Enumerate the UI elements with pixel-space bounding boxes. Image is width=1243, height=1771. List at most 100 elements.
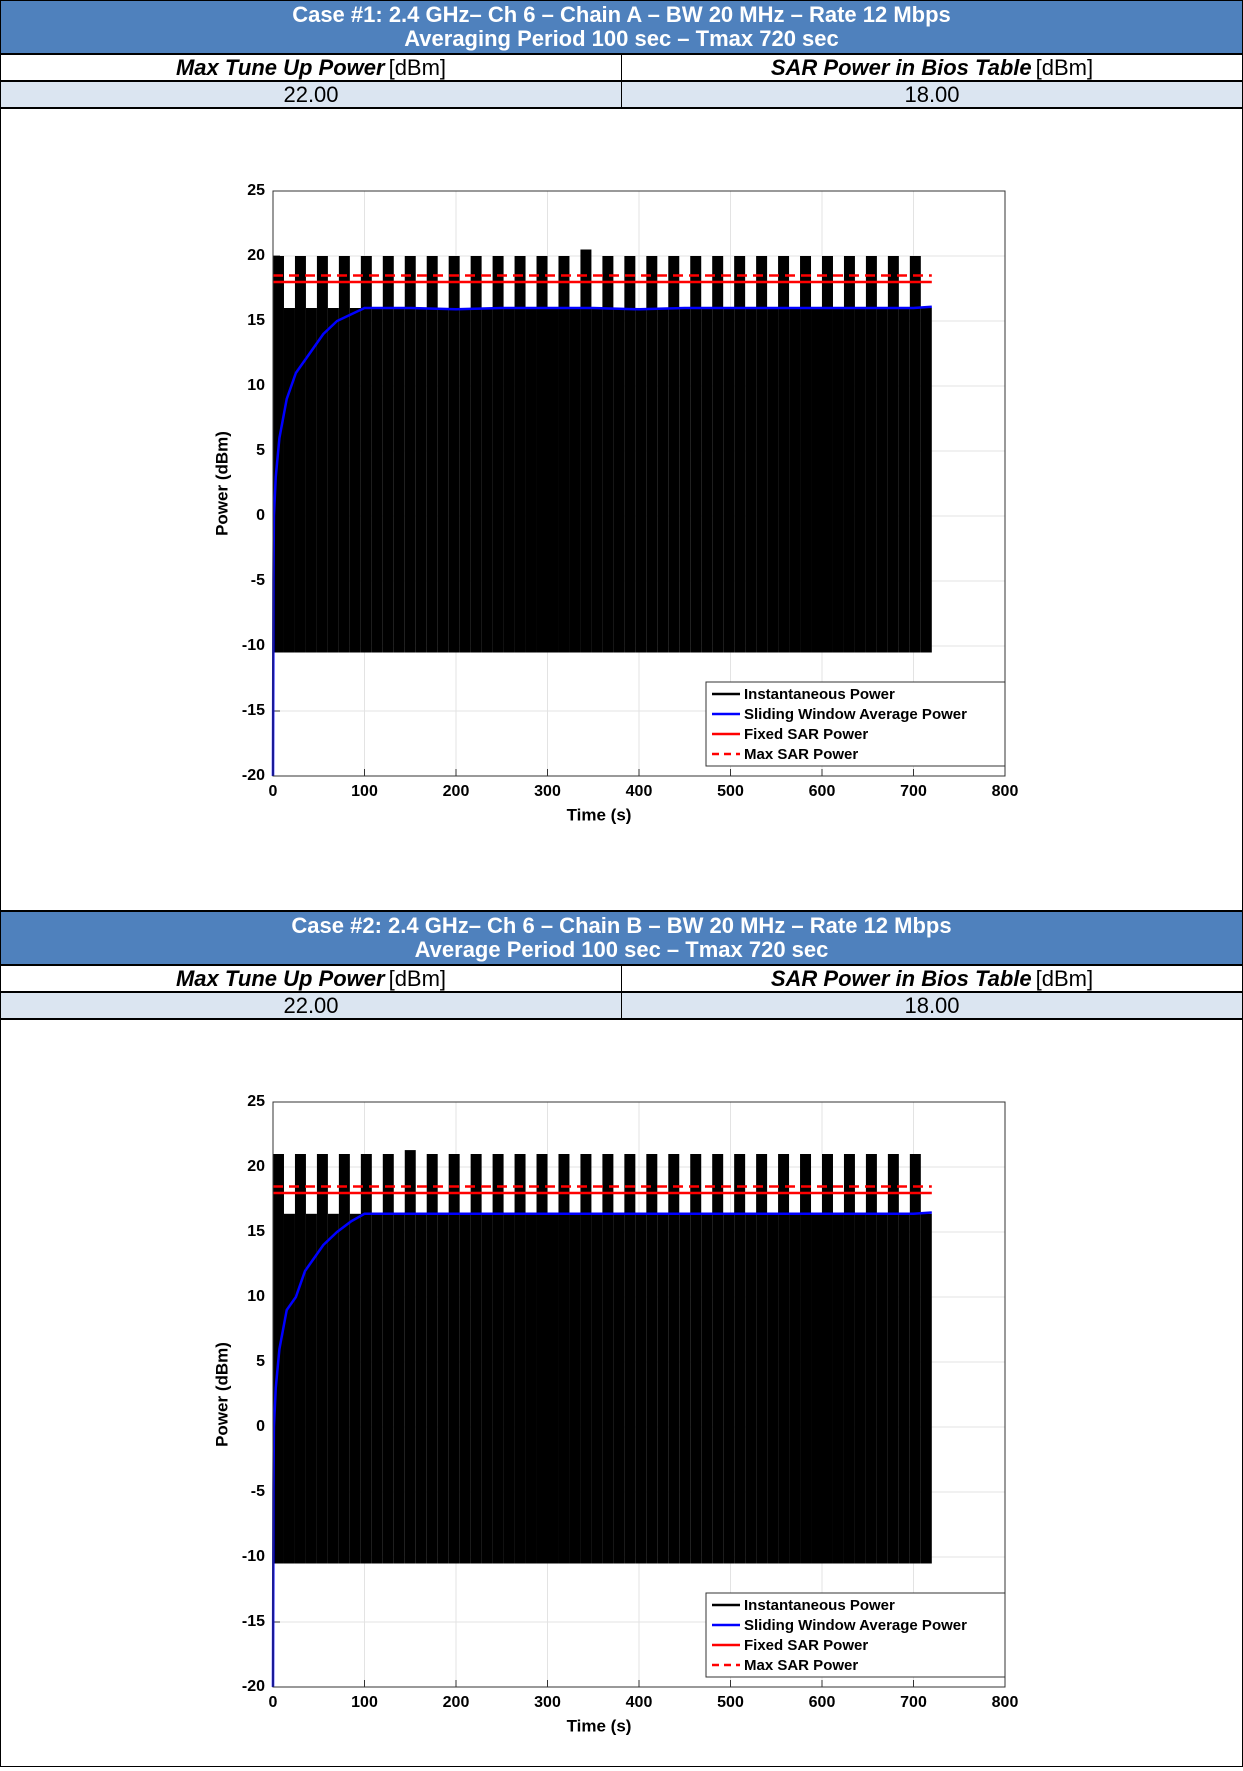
instantaneous-band xyxy=(800,1154,812,1564)
case-title: Case #1: 2.4 GHz– Ch 6 – Chain A – BW 20… xyxy=(292,2,951,27)
legend-label: Sliding Window Average Power xyxy=(744,1617,967,1634)
y-tick-label: 5 xyxy=(256,442,265,459)
instantaneous-band xyxy=(832,308,844,653)
series-line xyxy=(271,305,932,777)
instantaneous-band xyxy=(854,308,866,653)
x-tick-label: 0 xyxy=(269,783,278,800)
axes-box xyxy=(272,1101,1006,1688)
instantaneous-band xyxy=(811,1213,822,1564)
instantaneous-band xyxy=(305,1213,317,1564)
y-tick-label: -15 xyxy=(242,702,265,719)
instantaneous-band xyxy=(283,1213,295,1564)
instantaneous-band xyxy=(316,256,328,653)
instantaneous-band xyxy=(767,308,779,653)
x-tick-label: 400 xyxy=(626,783,653,800)
x-tick-label: 500 xyxy=(717,1694,744,1711)
instantaneous-band xyxy=(635,308,647,653)
value: 22.00 xyxy=(283,81,339,107)
instantaneous-band xyxy=(404,256,416,653)
case-subtitle: Averaging Period 100 sec – Tmax 720 sec xyxy=(404,26,839,51)
y-tick-label: 15 xyxy=(247,1223,265,1240)
instantaneous-band xyxy=(404,1150,416,1564)
instantaneous-band xyxy=(437,308,449,653)
y-tick-label: 10 xyxy=(247,377,265,394)
x-tick-label: 0 xyxy=(269,1694,278,1711)
instantaneous-band xyxy=(887,1154,899,1564)
instantaneous-band xyxy=(382,256,394,653)
instantaneous-band xyxy=(745,1213,757,1564)
instantaneous-band xyxy=(778,256,790,653)
y-tick-label: -20 xyxy=(242,1678,265,1695)
instantaneous-band xyxy=(547,308,559,653)
instantaneous-band xyxy=(898,1213,910,1564)
column-header: SAR Power in Bios Table [dBm] xyxy=(621,54,1243,81)
instantaneous-band xyxy=(569,1213,581,1564)
y-axis-label: Power (dBm) xyxy=(212,1342,231,1447)
instantaneous-band xyxy=(415,308,427,653)
instantaneous-band xyxy=(327,308,339,653)
instantaneous-band xyxy=(668,1154,680,1564)
instantaneous-band xyxy=(547,1213,559,1564)
y-tick-label: 25 xyxy=(247,1093,265,1110)
instantaneous-band xyxy=(712,1154,724,1564)
y-tick-label: -5 xyxy=(251,572,265,589)
instantaneous-band xyxy=(448,256,460,653)
instantaneous-band xyxy=(349,308,361,653)
case-subtitle: Average Period 100 sec – Tmax 720 sec xyxy=(414,937,829,962)
instantaneous-band xyxy=(558,256,570,653)
x-tick-label: 500 xyxy=(717,783,744,800)
instantaneous-band xyxy=(865,256,877,653)
y-tick-label: 10 xyxy=(247,1288,265,1305)
y-tick-label: 5 xyxy=(256,1353,265,1370)
instantaneous-band xyxy=(712,256,724,653)
x-tick-label: 100 xyxy=(351,783,378,800)
instantaneous-band xyxy=(767,1213,779,1564)
column-label: Max Tune Up Power xyxy=(175,965,385,991)
legend-label: Max SAR Power xyxy=(744,1657,858,1674)
instantaneous-band xyxy=(887,256,899,653)
instantaneous-band xyxy=(756,256,768,653)
instantaneous-band xyxy=(920,1213,932,1564)
instantaneous-band xyxy=(701,1213,713,1564)
instantaneous-band xyxy=(898,308,910,653)
x-tick-label: 200 xyxy=(443,783,470,800)
y-tick-label: 20 xyxy=(247,1158,265,1175)
column-label: SAR Power in Bios Table xyxy=(770,54,1032,80)
x-tick-label: 100 xyxy=(351,1694,378,1711)
column-label: Max Tune Up Power xyxy=(175,54,385,80)
instantaneous-band xyxy=(360,1154,372,1564)
instantaneous-band xyxy=(690,1154,702,1564)
instantaneous-band xyxy=(426,1154,438,1564)
case-header: Case #2: 2.4 GHz– Ch 6 – Chain B – BW 20… xyxy=(0,911,1243,965)
instantaneous-band xyxy=(811,308,822,653)
instantaneous-band xyxy=(865,1154,877,1564)
value-cell: 18.00 xyxy=(621,992,1243,1019)
instantaneous-band xyxy=(602,256,614,653)
instantaneous-band xyxy=(580,249,592,653)
instantaneous-band xyxy=(701,308,713,653)
legend-box xyxy=(705,1592,1006,1678)
instantaneous-band xyxy=(503,308,515,653)
instantaneous-band xyxy=(525,1213,537,1564)
instantaneous-band xyxy=(371,1213,383,1564)
instantaneous-band xyxy=(789,1213,801,1564)
x-tick-label: 200 xyxy=(443,1694,470,1711)
case-title: Case #2: 2.4 GHz– Ch 6 – Chain B – BW 20… xyxy=(291,913,952,938)
instantaneous-band xyxy=(909,256,921,653)
axes-box xyxy=(272,190,1006,777)
chart-cell: -20 -15 -10 -5 0 5 10 15 20 25 0 100 200 300 400 500 600… xyxy=(0,1019,1243,1767)
series-line xyxy=(271,1211,932,1688)
y-tick-label: 25 xyxy=(247,182,265,199)
x-tick-label: 700 xyxy=(900,783,927,800)
instantaneous-band xyxy=(690,256,702,653)
instantaneous-band xyxy=(854,1213,866,1564)
instantaneous-band xyxy=(481,1213,493,1564)
instantaneous-band xyxy=(492,256,504,653)
chart: -20 -15 -10 -5 0 5 10 15 20 25 0 100 200 300 400 500 600… xyxy=(212,1093,1018,1735)
instantaneous-band xyxy=(470,256,482,653)
y-tick-label: 0 xyxy=(256,1418,265,1435)
instantaneous-band xyxy=(393,308,405,653)
instantaneous-band xyxy=(536,1154,548,1564)
instantaneous-band xyxy=(646,1154,658,1564)
instantaneous-band xyxy=(909,1154,921,1564)
